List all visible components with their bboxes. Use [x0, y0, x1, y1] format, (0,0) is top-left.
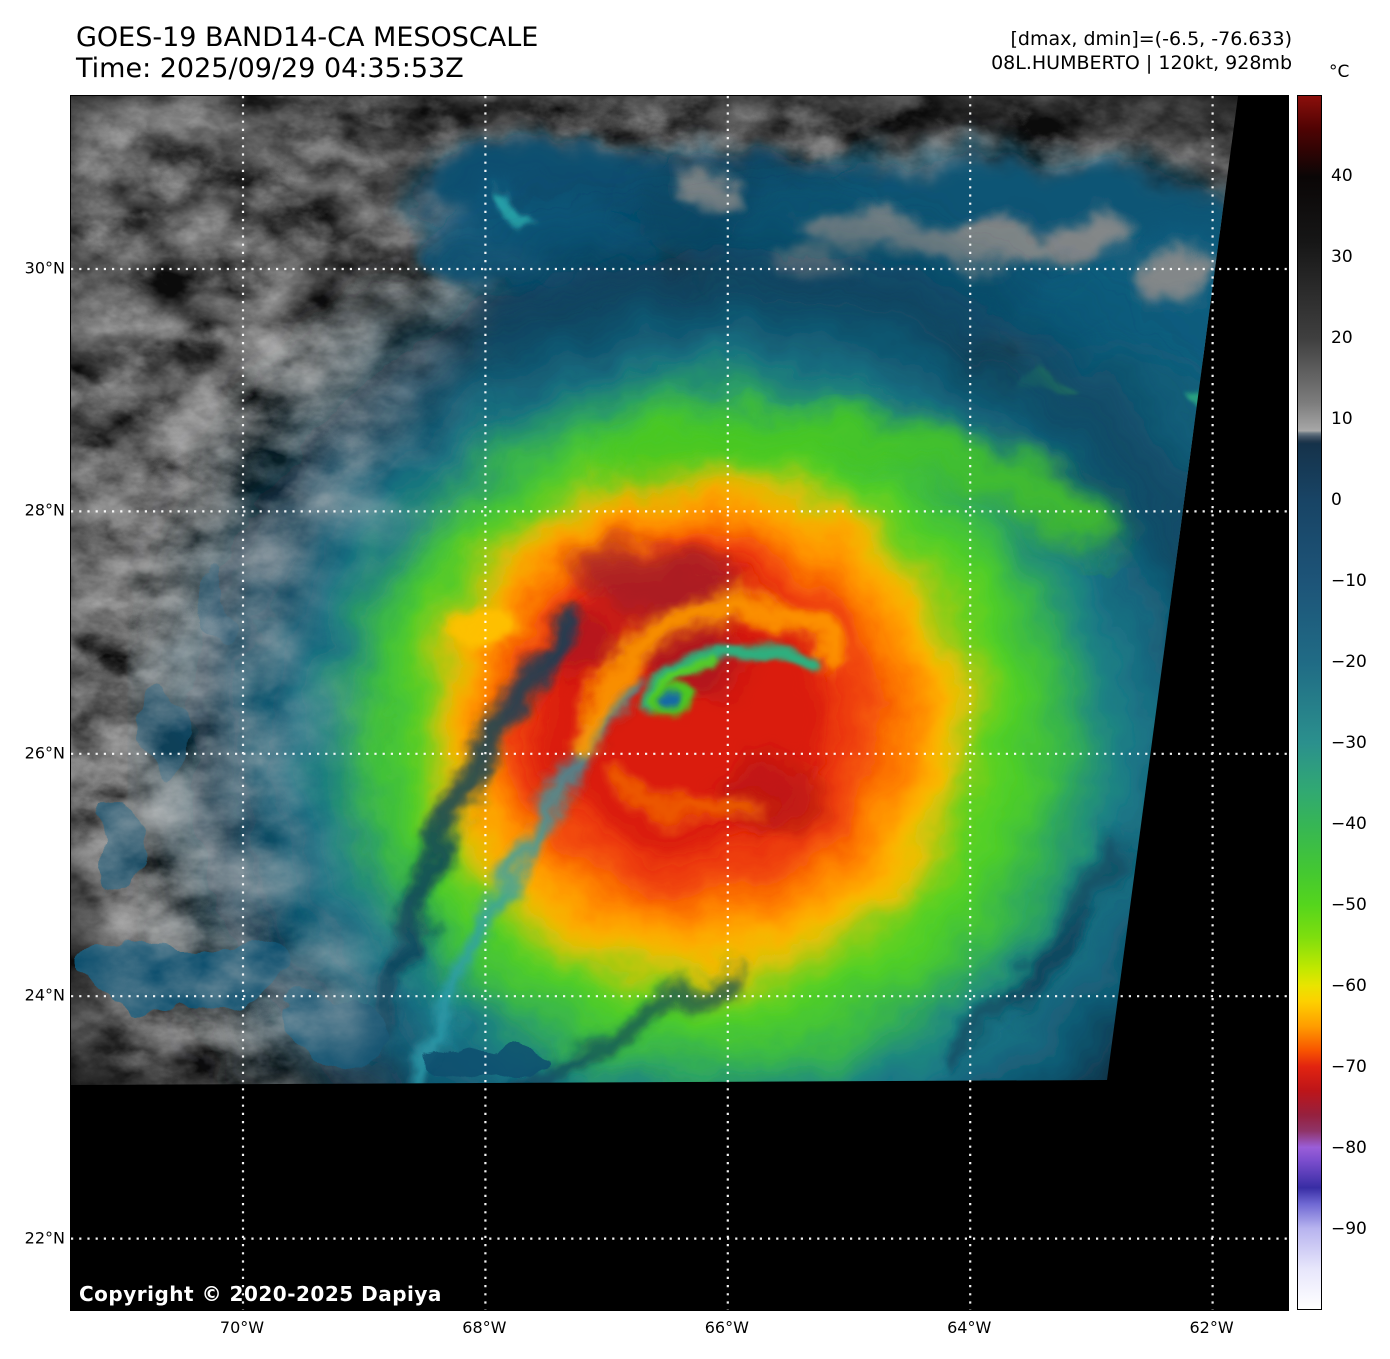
colorbar-tick-label: −10	[1331, 571, 1367, 591]
colorbar-tick-label: −20	[1331, 652, 1367, 672]
colorbar-tick-label: 10	[1331, 409, 1353, 429]
annotation-dmax-dmin: [dmax, dmin]=(-6.5, -76.633)	[1010, 28, 1292, 50]
data-sector	[71, 96, 1238, 1085]
lat-tick-label: 26°N	[24, 743, 65, 763]
lon-tick-label: 64°W	[947, 1318, 992, 1337]
colorbar-tick-label: −90	[1331, 1219, 1367, 1239]
colorbar-tick-label: 40	[1331, 166, 1353, 186]
colorbar-tick-label: −60	[1331, 976, 1367, 996]
colorbar-tick-label: −30	[1331, 733, 1367, 753]
colorbar-tick-label: −50	[1331, 895, 1367, 915]
copyright-text: Copyright © 2020-2025 Dapiya	[79, 1282, 442, 1306]
lat-tick-label: 28°N	[24, 500, 65, 520]
annotation-block: [dmax, dmin]=(-6.5, -76.633) 08L.HUMBERT…	[991, 27, 1292, 75]
lat-tick-label: 24°N	[24, 985, 65, 1005]
lat-tick-label: 22°N	[24, 1228, 65, 1248]
lon-tick-label: 66°W	[704, 1318, 749, 1337]
map-plot-area: Copyright © 2020-2025 Dapiya	[70, 95, 1289, 1311]
colorbar	[1297, 95, 1322, 1310]
lon-tick-label: 68°W	[462, 1318, 507, 1337]
timestamp-label: Time: 2025/09/29 04:35:53Z	[76, 53, 464, 84]
annotation-storm-intensity: 08L.HUMBERTO | 120kt, 928mb	[991, 52, 1292, 74]
lon-tick-label: 62°W	[1189, 1318, 1234, 1337]
colorbar-tick-label: −40	[1331, 814, 1367, 834]
lon-tick-label: 70°W	[219, 1318, 265, 1337]
graticule	[71, 96, 1288, 1310]
colorbar-tick-label: 0	[1331, 490, 1342, 510]
colorbar-tick-label: 20	[1331, 328, 1353, 348]
lat-tick-label: 30°N	[24, 258, 65, 278]
colorbar-unit-label: °C	[1329, 62, 1350, 82]
page-title: GOES-19 BAND14-CA MESOSCALE	[76, 22, 539, 53]
satellite-image	[71, 96, 1288, 1310]
west-gray-cloud-overlay	[71, 96, 1238, 1085]
colorbar-tick-label: −70	[1331, 1057, 1367, 1077]
colorbar-tick-label: 30	[1331, 247, 1353, 267]
colorbar-tick-label: −80	[1331, 1138, 1367, 1158]
